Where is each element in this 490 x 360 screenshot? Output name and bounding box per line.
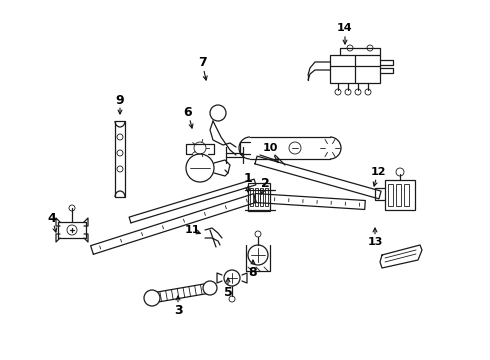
Bar <box>396 184 401 206</box>
Text: 6: 6 <box>184 105 192 118</box>
Text: 9: 9 <box>116 94 124 107</box>
Text: 12: 12 <box>370 167 386 177</box>
Bar <box>255 188 258 206</box>
Bar <box>388 184 393 206</box>
Text: 8: 8 <box>249 266 257 279</box>
Text: 7: 7 <box>197 55 206 68</box>
Text: 4: 4 <box>48 212 56 225</box>
Bar <box>250 188 253 206</box>
Bar <box>248 183 270 211</box>
Bar <box>330 55 380 83</box>
Circle shape <box>203 281 217 295</box>
Text: 1: 1 <box>244 171 252 185</box>
Text: 2: 2 <box>261 176 270 189</box>
Bar <box>260 188 263 206</box>
Bar <box>265 188 268 206</box>
Text: 5: 5 <box>223 285 232 298</box>
Text: 14: 14 <box>337 23 353 33</box>
Circle shape <box>144 290 160 306</box>
Text: 13: 13 <box>368 237 383 247</box>
Bar <box>385 180 415 210</box>
Text: 3: 3 <box>173 303 182 316</box>
Bar <box>404 184 409 206</box>
Text: 11: 11 <box>184 225 200 235</box>
Circle shape <box>210 105 226 121</box>
Text: 10: 10 <box>262 143 278 153</box>
